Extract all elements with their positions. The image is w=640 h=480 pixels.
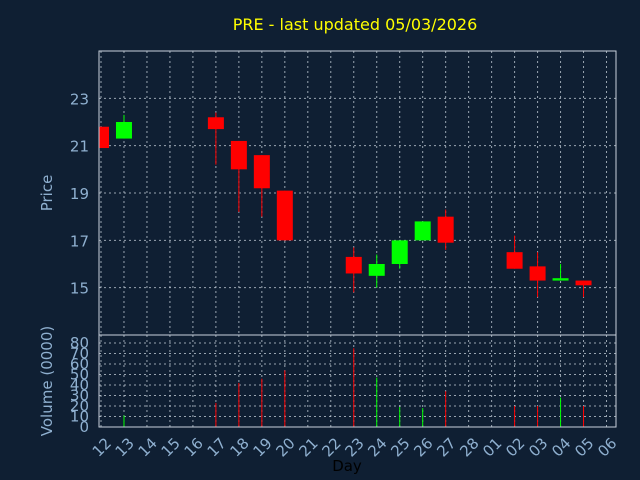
volume-panel-grid bbox=[99, 335, 616, 428]
price-tick-label: 21 bbox=[70, 138, 89, 156]
candle-body bbox=[575, 280, 592, 286]
candle-body bbox=[437, 216, 454, 243]
price-tick-label: 17 bbox=[70, 232, 89, 250]
candle-body bbox=[529, 266, 546, 281]
candle bbox=[529, 252, 546, 298]
candle-body bbox=[414, 221, 431, 241]
price-tick-label: 15 bbox=[70, 280, 89, 298]
candle-body bbox=[506, 252, 523, 269]
candle bbox=[552, 264, 569, 281]
volume-series bbox=[123, 348, 585, 427]
candlestick-series bbox=[99, 112, 592, 298]
candle bbox=[276, 190, 293, 241]
candle bbox=[99, 126, 109, 149]
candle-body bbox=[345, 256, 362, 274]
volume-tick-label: 0 bbox=[79, 418, 89, 436]
candle-body bbox=[115, 122, 132, 139]
candle bbox=[253, 155, 270, 217]
price-panel-frame bbox=[98, 50, 617, 336]
volume-tick-label: 30 bbox=[70, 387, 89, 405]
candle bbox=[207, 112, 224, 165]
candle-body bbox=[391, 240, 408, 264]
candle bbox=[368, 254, 385, 288]
candle bbox=[345, 247, 362, 293]
candle bbox=[437, 209, 454, 250]
candle-body bbox=[253, 155, 270, 189]
candle bbox=[391, 240, 408, 269]
x-axis-label: Day bbox=[332, 457, 362, 475]
volume-axis-label: Volume (0000) bbox=[38, 326, 56, 436]
price-tick-labels: 15 17 19 21 23 bbox=[70, 90, 89, 297]
candle-body bbox=[276, 190, 293, 241]
volume-tick-label: 20 bbox=[70, 397, 89, 415]
candle bbox=[506, 235, 523, 269]
candle bbox=[414, 221, 431, 241]
candle-body bbox=[552, 278, 569, 281]
candle bbox=[575, 280, 592, 298]
volume-tick-label: 40 bbox=[70, 376, 89, 394]
volume-tick-label: 80 bbox=[70, 334, 89, 352]
candle-body bbox=[368, 264, 385, 276]
day-tick-label: 06 bbox=[594, 434, 620, 460]
candle bbox=[115, 114, 132, 139]
price-axis-label: Price bbox=[38, 175, 56, 212]
volume-tick-label: 10 bbox=[70, 408, 89, 426]
price-tick-label: 19 bbox=[70, 185, 89, 203]
volume-panel-frame bbox=[98, 334, 617, 428]
price-tick-label: 23 bbox=[70, 90, 89, 108]
candle-body bbox=[230, 140, 247, 170]
volume-tick-label: 50 bbox=[70, 366, 89, 384]
chart-title: PRE - last updated 05/03/2026 bbox=[233, 15, 478, 34]
volume-tick-label: 70 bbox=[70, 345, 89, 363]
candle-body bbox=[99, 126, 109, 149]
price-panel-grid bbox=[99, 51, 616, 335]
candle-body bbox=[207, 117, 224, 130]
candle bbox=[230, 140, 247, 212]
volume-tick-label: 60 bbox=[70, 355, 89, 373]
